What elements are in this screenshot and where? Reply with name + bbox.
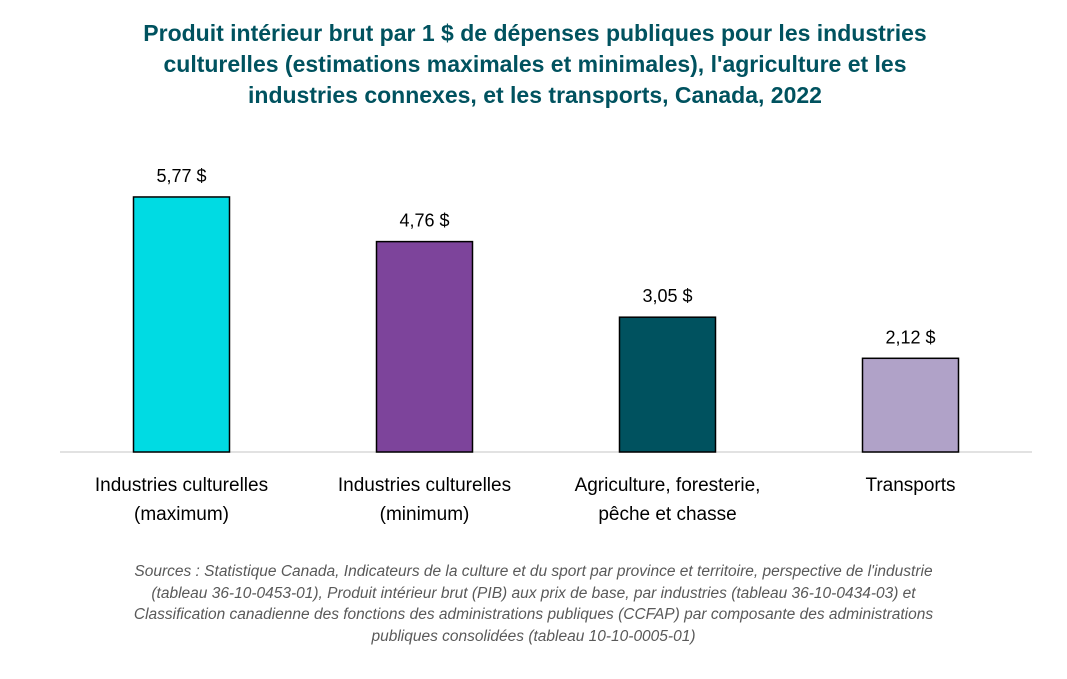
x-tick-label: Industries culturelles	[338, 475, 511, 496]
bar	[618, 316, 717, 453]
x-tick-label: (minimum)	[380, 504, 470, 525]
x-tick-label: pêche et chasse	[598, 504, 736, 525]
bar	[861, 357, 960, 453]
source-line: (tableau 36-10-0453-01), Produit intérie…	[151, 584, 916, 602]
chart-title-line: industries connexes, et les transports, …	[248, 82, 822, 108]
bar	[375, 240, 474, 453]
x-tick-label: Agriculture, foresterie,	[575, 475, 761, 496]
bar	[132, 196, 231, 453]
data-label: 5,77 $	[156, 166, 206, 186]
x-tick-label: Industries culturelles	[95, 475, 268, 496]
chart-title-line: culturelles (estimations maximales et mi…	[163, 51, 907, 77]
source-line: Classification canadienne des fonctions …	[133, 606, 934, 623]
source-line: publiques consolidées (tableau 10-10-000…	[371, 627, 696, 645]
source-note: Sources : Statistique Canada, Indicateur…	[40, 561, 1027, 647]
data-label: 4,76 $	[399, 211, 449, 231]
chart-title-line: Produit intérieur brut par 1 $ de dépens…	[143, 20, 927, 46]
data-label: 3,05 $	[642, 286, 692, 306]
x-tick-label: Transports	[865, 475, 955, 496]
source-line: Sources : Statistique Canada, Indicateur…	[134, 563, 933, 580]
chart-title: Produit intérieur brut par 1 $ de dépens…	[60, 18, 1010, 111]
x-tick-label: (maximum)	[134, 504, 229, 525]
data-label: 2,12 $	[885, 327, 935, 347]
